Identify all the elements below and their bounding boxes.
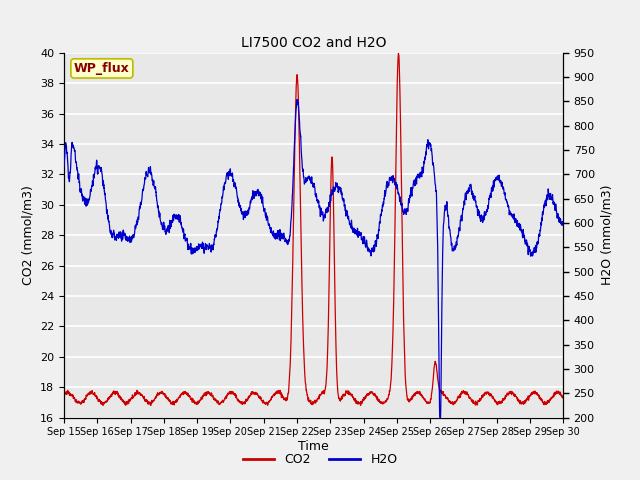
X-axis label: Time: Time [298,440,329,453]
Title: LI7500 CO2 and H2O: LI7500 CO2 and H2O [241,36,387,50]
Y-axis label: H2O (mmol/m3): H2O (mmol/m3) [600,185,613,286]
Y-axis label: CO2 (mmol/m3): CO2 (mmol/m3) [22,185,35,285]
Legend: CO2, H2O: CO2, H2O [237,448,403,471]
Text: WP_flux: WP_flux [74,62,130,75]
